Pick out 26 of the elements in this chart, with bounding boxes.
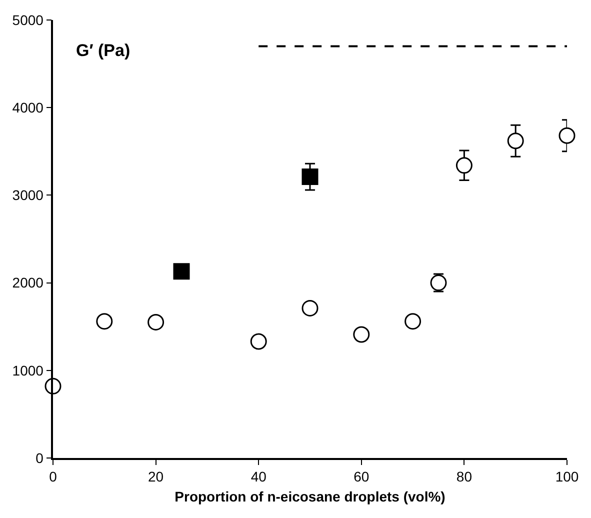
x-tick-label: 0 — [49, 468, 58, 485]
y-tick-label: 4000 — [12, 100, 44, 116]
point — [173, 263, 190, 280]
annotation: G′ (Pa) — [76, 41, 130, 60]
x-tick-label: 40 — [250, 468, 267, 485]
y-tick-label: 3000 — [12, 187, 44, 204]
point — [302, 300, 318, 316]
point — [404, 313, 422, 330]
y-tick-label: 2000 — [12, 274, 44, 291]
y-tick-label: 1000 — [12, 362, 44, 378]
point — [558, 127, 576, 144]
point — [302, 168, 318, 186]
x-tick-label: 20 — [148, 468, 164, 485]
x-tick-label: 100 — [555, 468, 579, 485]
x-axis-title: Proportion of n-eicosane droplets (vol%) — [174, 488, 446, 504]
x-tick-label: 80 — [456, 468, 472, 485]
point — [456, 157, 472, 174]
point — [430, 274, 447, 292]
point — [250, 333, 267, 350]
point — [507, 132, 524, 150]
x-tick-label: 60 — [354, 468, 370, 485]
y-tick-label: 5000 — [12, 12, 44, 28]
point — [148, 314, 164, 330]
y-tick-label: 0 — [36, 450, 44, 466]
point — [96, 313, 113, 330]
point — [353, 326, 370, 343]
